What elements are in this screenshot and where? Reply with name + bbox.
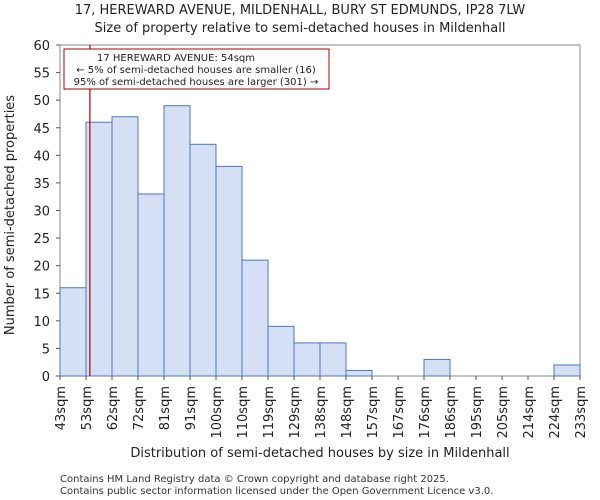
x-tick-label: 100sqm [210, 386, 225, 439]
x-tick-label: 176sqm [418, 386, 433, 439]
y-tick-label: 15 [33, 287, 50, 302]
footer-line-2: Contains public sector information licen… [60, 486, 493, 497]
bar-81sqm [163, 105, 191, 377]
bars [59, 105, 581, 377]
chart-title: 17, HEREWARD AVENUE, MILDENHALL, BURY ST… [75, 3, 526, 18]
bar-110sqm [241, 259, 269, 377]
x-tick-label: 53sqm [80, 386, 95, 430]
y-axis-ticks: 0 5 10 15 20 25 30 35 40 45 50 55 60 [33, 39, 60, 385]
bar-100sqm [215, 165, 243, 377]
x-tick-label: 195sqm [470, 386, 485, 439]
x-tick-label: 91sqm [184, 386, 199, 430]
y-tick-label: 35 [33, 177, 50, 192]
bar-148sqm [345, 369, 373, 377]
x-tick-label: 110sqm [236, 386, 251, 439]
x-tick-label: 233sqm [574, 386, 589, 439]
y-axis-label: Number of semi-detached properties [3, 95, 18, 335]
y-tick-label: 20 [33, 260, 50, 275]
y-tick-label: 30 [33, 205, 50, 220]
chart-subtitle: Size of property relative to semi-detach… [95, 21, 506, 36]
bar-119sqm [267, 325, 295, 377]
x-tick-label: 62sqm [106, 386, 121, 430]
bar-43sqm [59, 287, 87, 377]
y-tick-label: 5 [42, 342, 50, 357]
bar-129sqm [293, 342, 321, 377]
y-tick-label: 25 [33, 232, 50, 247]
annotation-line-3: 95% of semi-detached houses are larger (… [74, 77, 319, 88]
x-tick-label: 43sqm [54, 386, 69, 430]
y-tick-label: 55 [33, 67, 50, 82]
annotation-box: 17 HEREWARD AVENUE: 54sqm ← 5% of semi-d… [63, 48, 330, 90]
annotation-line-1: 17 HEREWARD AVENUE: 54sqm [97, 53, 255, 64]
x-tick-label: 129sqm [288, 386, 303, 439]
bar-72sqm [137, 193, 165, 377]
x-tick-label: 148sqm [340, 386, 355, 439]
y-tick-label: 0 [42, 370, 50, 385]
y-tick-label: 50 [33, 94, 50, 109]
x-tick-label: 119sqm [262, 386, 277, 439]
bar-176sqm [423, 358, 451, 377]
x-tick-label: 167sqm [392, 386, 407, 439]
x-tick-label: 186sqm [444, 386, 459, 439]
y-tick-label: 10 [33, 315, 50, 330]
x-tick-label: 214sqm [522, 386, 537, 439]
bar-138sqm [319, 342, 347, 377]
x-axis-ticks: 43sqm 53sqm 62sqm 72sqm 81sqm 91sqm 100sqm 110s… [54, 376, 589, 439]
x-tick-label: 205sqm [496, 386, 511, 439]
annotation-line-2: ← 5% of semi-detached houses are smaller… [76, 65, 316, 76]
bar-224sqm [553, 364, 581, 377]
x-tick-label: 72sqm [132, 386, 147, 430]
x-axis-label: Distribution of semi-detached houses by … [130, 446, 509, 461]
x-tick-label: 81sqm [158, 386, 173, 430]
x-tick-label: 157sqm [366, 386, 381, 439]
x-tick-label: 224sqm [548, 386, 563, 439]
footer-line-1: Contains HM Land Registry data © Crown c… [60, 474, 449, 485]
y-tick-label: 45 [33, 122, 50, 137]
y-tick-label: 60 [33, 39, 50, 54]
bar-91sqm [189, 143, 217, 377]
y-tick-label: 40 [33, 149, 50, 164]
x-tick-label: 138sqm [314, 386, 329, 439]
bar-62sqm [111, 116, 139, 377]
annotation-border [63, 48, 330, 90]
